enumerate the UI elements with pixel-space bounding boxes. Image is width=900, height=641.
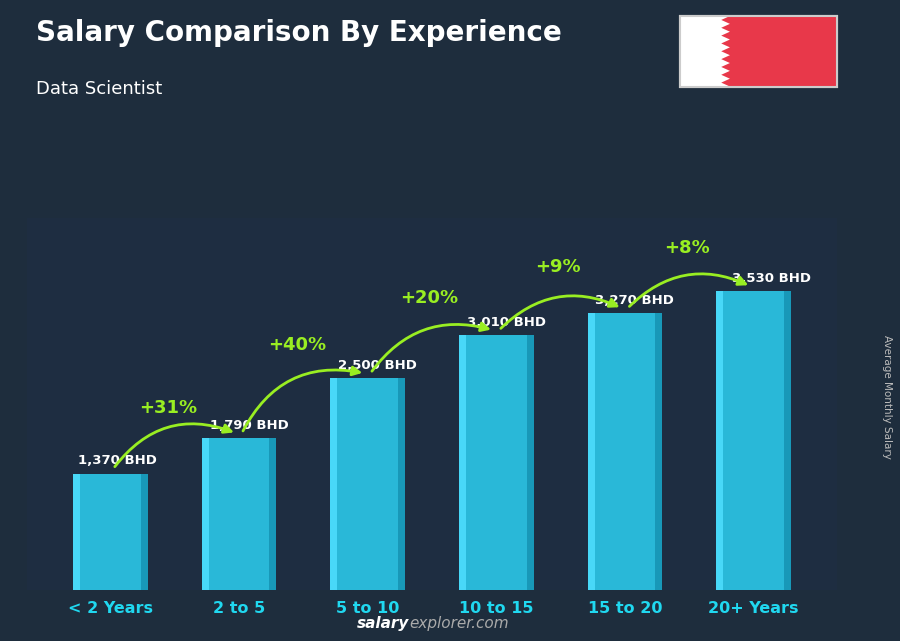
Text: +20%: +20% bbox=[400, 289, 458, 307]
Text: Salary Comparison By Experience: Salary Comparison By Experience bbox=[36, 19, 562, 47]
Text: salary: salary bbox=[357, 617, 410, 631]
Text: +31%: +31% bbox=[140, 399, 197, 417]
Text: explorer.com: explorer.com bbox=[410, 617, 509, 631]
Bar bbox=[140, 474, 148, 590]
Bar bbox=[202, 438, 209, 590]
Bar bbox=[716, 292, 791, 590]
Bar bbox=[526, 335, 534, 590]
Bar bbox=[459, 335, 534, 590]
Bar bbox=[73, 474, 80, 590]
Bar bbox=[716, 292, 724, 590]
Text: 3,530 BHD: 3,530 BHD bbox=[732, 272, 811, 285]
Bar bbox=[330, 378, 338, 590]
Bar bbox=[459, 335, 466, 590]
Text: 3,270 BHD: 3,270 BHD bbox=[595, 294, 674, 306]
Text: +8%: +8% bbox=[663, 238, 709, 256]
Text: 1,790 BHD: 1,790 BHD bbox=[210, 419, 288, 432]
Bar bbox=[73, 474, 148, 590]
Bar bbox=[330, 378, 405, 590]
Text: +9%: +9% bbox=[536, 258, 580, 276]
Bar bbox=[398, 378, 405, 590]
Text: +40%: +40% bbox=[268, 336, 326, 354]
Bar bbox=[269, 438, 276, 590]
Bar bbox=[588, 313, 662, 590]
Text: 2,500 BHD: 2,500 BHD bbox=[338, 359, 417, 372]
Text: 3,010 BHD: 3,010 BHD bbox=[467, 315, 545, 329]
Bar bbox=[588, 313, 595, 590]
Bar bbox=[202, 438, 276, 590]
Bar bbox=[655, 313, 662, 590]
Text: 1,370 BHD: 1,370 BHD bbox=[78, 454, 158, 467]
Bar bbox=[784, 292, 791, 590]
Text: Average Monthly Salary: Average Monthly Salary bbox=[881, 335, 892, 460]
Text: Data Scientist: Data Scientist bbox=[36, 80, 162, 98]
